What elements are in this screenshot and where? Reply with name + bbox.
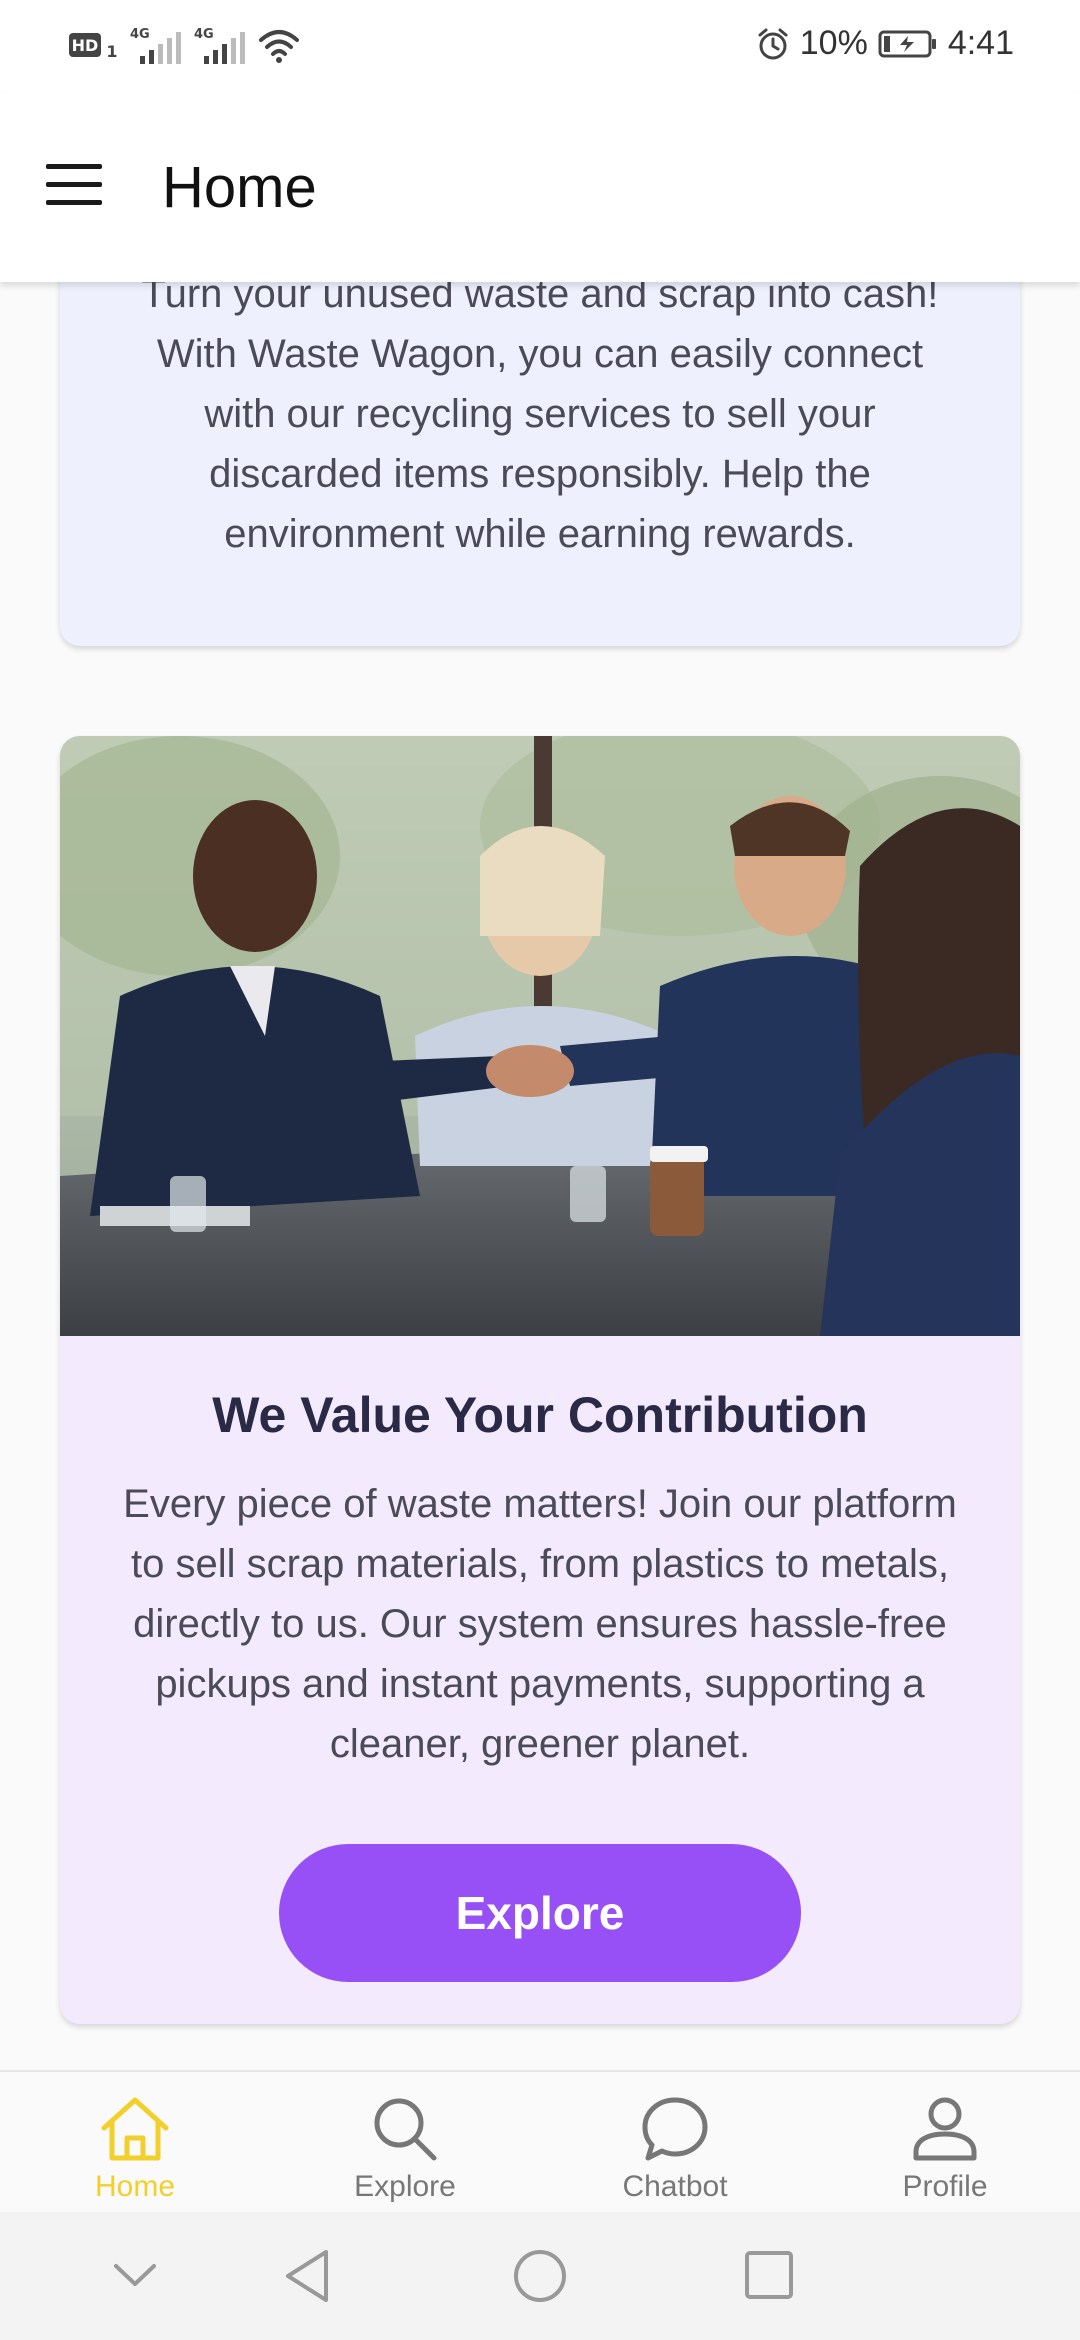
app-bar: Home bbox=[0, 92, 1080, 282]
intro-card-text: Turn your unused waste and scrap into ca… bbox=[141, 272, 939, 556]
recents-square-icon[interactable] bbox=[744, 2250, 794, 2300]
status-bar: HD 1 4G 4G bbox=[0, 0, 1080, 92]
hamburger-menu-icon[interactable] bbox=[46, 164, 104, 208]
page-title: Home bbox=[162, 155, 317, 220]
chevron-down-icon[interactable] bbox=[112, 2260, 158, 2290]
svg-text:4G: 4G bbox=[130, 27, 150, 42]
clock: 4:41 bbox=[947, 24, 1014, 62]
system-navigation-bar bbox=[0, 2212, 1080, 2340]
nav-item-chatbot[interactable]: Chatbot bbox=[540, 2072, 810, 2214]
nav-label-explore: Explore bbox=[354, 2170, 456, 2203]
hd-icon: HD 1 bbox=[69, 33, 118, 61]
main-content[interactable]: Turn your unused waste and scrap into ca… bbox=[0, 0, 1080, 2070]
svg-text:1: 1 bbox=[106, 42, 117, 61]
chat-bubble-icon bbox=[642, 2097, 708, 2161]
nav-label-profile: Profile bbox=[902, 2170, 988, 2203]
signal-icon: 4G bbox=[130, 27, 181, 64]
nav-item-explore[interactable]: Explore bbox=[270, 2072, 540, 2214]
business-handshake-photo bbox=[60, 736, 1020, 1336]
explore-button[interactable]: Explore bbox=[279, 1844, 801, 1982]
back-triangle-icon[interactable] bbox=[282, 2248, 332, 2304]
svg-text:HD: HD bbox=[72, 36, 99, 55]
alarm-icon bbox=[758, 28, 788, 59]
home-circle-icon[interactable] bbox=[512, 2248, 568, 2304]
home-icon bbox=[101, 2097, 169, 2161]
nav-label-home: Home bbox=[94, 2170, 176, 2203]
nav-item-profile[interactable]: Profile bbox=[810, 2072, 1080, 2214]
signal-icon: 4G bbox=[194, 27, 245, 64]
nav-item-home[interactable]: Home bbox=[0, 2072, 270, 2214]
card-description: Every piece of waste matters! Join our p… bbox=[123, 1482, 957, 1766]
battery-charging-icon bbox=[878, 30, 936, 57]
svg-text:4G: 4G bbox=[194, 27, 214, 42]
wifi-icon bbox=[259, 30, 299, 63]
card-title: We Value Your Contribution bbox=[212, 1387, 868, 1443]
nav-label-chatbot: Chatbot bbox=[622, 2170, 728, 2203]
battery-percent: 10% bbox=[799, 24, 868, 62]
search-icon bbox=[374, 2098, 437, 2161]
person-icon bbox=[913, 2097, 977, 2161]
contribution-card: We Value Your Contribution Every piece o… bbox=[60, 736, 1020, 2024]
bottom-navigation: Home Explore Chatbot Profile bbox=[0, 2070, 1080, 2214]
